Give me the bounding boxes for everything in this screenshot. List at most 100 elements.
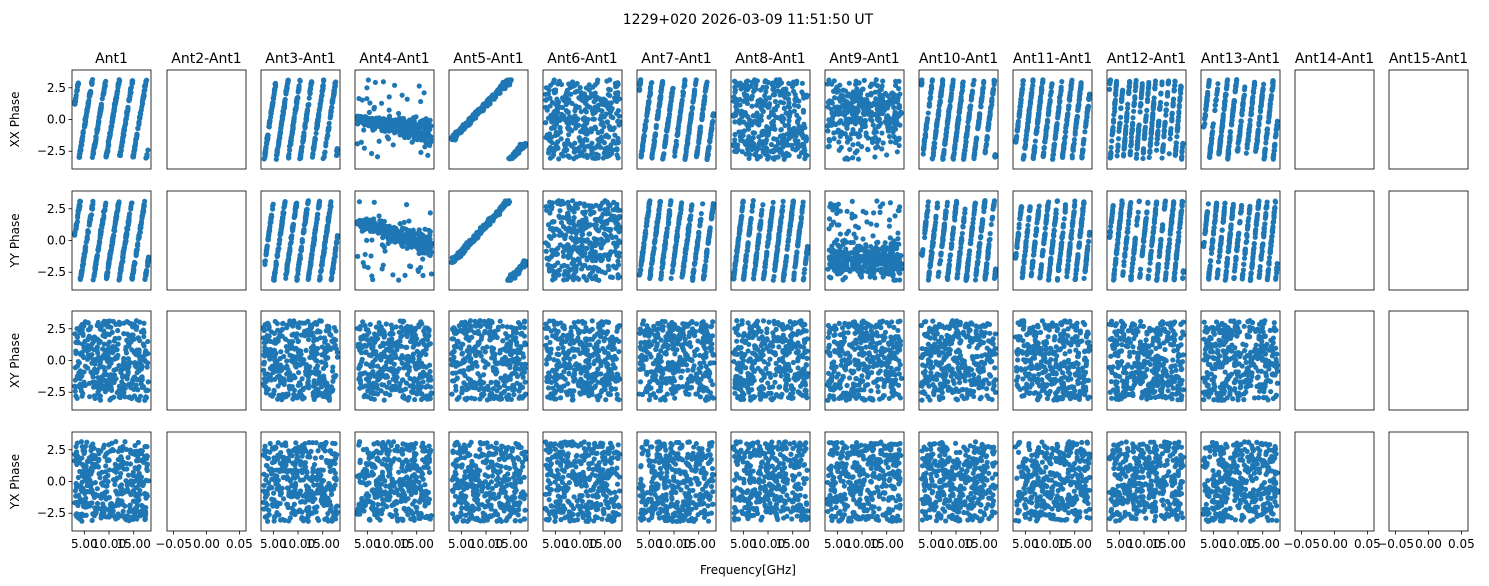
data-point xyxy=(378,100,385,106)
data-point xyxy=(1173,147,1179,154)
data-point xyxy=(1132,88,1138,94)
column-title: Ant13-Ant1 xyxy=(1201,51,1280,67)
data-point xyxy=(983,141,990,148)
data-point xyxy=(551,77,557,83)
data-point xyxy=(826,143,832,149)
data-point xyxy=(94,252,100,259)
data-point xyxy=(1135,140,1141,146)
data-point xyxy=(1179,156,1185,162)
data-point xyxy=(1019,91,1025,97)
data-point xyxy=(757,138,763,145)
data-point xyxy=(924,115,931,122)
data-point xyxy=(92,142,98,148)
data-point xyxy=(547,155,554,161)
data-point xyxy=(302,124,308,130)
data-point xyxy=(409,131,416,137)
data-point xyxy=(696,138,702,144)
data-point xyxy=(614,152,620,158)
data-point xyxy=(925,110,931,116)
data-point xyxy=(613,146,619,152)
data-point xyxy=(307,90,313,96)
data-point xyxy=(1078,86,1084,92)
data-point xyxy=(765,153,772,160)
data-point xyxy=(83,244,89,250)
data-point xyxy=(118,147,124,153)
data-point xyxy=(1245,136,1251,142)
data-point xyxy=(960,156,967,162)
data-point xyxy=(786,152,792,158)
data-point xyxy=(605,106,612,112)
data-point xyxy=(471,114,477,121)
data-point xyxy=(1240,101,1246,107)
data-point xyxy=(285,78,291,84)
data-point xyxy=(554,101,560,107)
data-point xyxy=(557,124,563,131)
data-point xyxy=(773,145,779,151)
data-point xyxy=(1109,138,1115,144)
data-point xyxy=(588,126,594,132)
data-point xyxy=(128,85,134,91)
data-point xyxy=(1180,141,1186,147)
data-point xyxy=(976,111,983,117)
data-point xyxy=(582,98,588,104)
data-point xyxy=(1119,96,1125,102)
data-point xyxy=(296,86,302,93)
data-point xyxy=(888,125,894,131)
data-point xyxy=(793,80,800,87)
data-point xyxy=(1148,130,1154,137)
data-point xyxy=(143,78,149,85)
data-point xyxy=(1178,85,1184,92)
data-point xyxy=(1159,79,1165,85)
data-point xyxy=(978,104,984,110)
column-title: Ant7-Ant1 xyxy=(641,51,711,67)
data-point xyxy=(1131,108,1137,114)
data-point xyxy=(1130,115,1136,121)
data-point xyxy=(1154,130,1161,137)
data-point xyxy=(892,126,899,132)
data-point xyxy=(762,79,768,85)
data-point xyxy=(980,80,987,86)
data-point xyxy=(276,140,282,146)
data-point xyxy=(607,87,613,93)
data-point xyxy=(1262,147,1268,154)
data-point xyxy=(1064,117,1070,123)
data-point xyxy=(953,137,959,143)
data-point xyxy=(102,84,108,90)
data-point xyxy=(791,102,798,108)
data-point xyxy=(1224,79,1230,85)
data-point xyxy=(587,104,593,110)
data-point xyxy=(315,118,321,124)
data-point xyxy=(655,108,661,114)
data-point xyxy=(90,198,96,204)
data-point xyxy=(738,137,744,143)
data-point xyxy=(116,77,122,83)
data-point xyxy=(825,99,832,105)
data-point xyxy=(780,86,787,92)
data-point xyxy=(988,106,994,112)
data-point xyxy=(1151,95,1157,101)
panel xyxy=(260,69,341,170)
data-point xyxy=(1071,137,1078,143)
data-point xyxy=(120,130,127,136)
data-point xyxy=(86,222,92,228)
data-point xyxy=(1272,134,1278,140)
data-point xyxy=(784,137,790,143)
data-point xyxy=(104,152,110,158)
data-point xyxy=(980,85,986,91)
data-point xyxy=(826,138,833,144)
data-point xyxy=(582,107,588,113)
data-point xyxy=(391,82,398,88)
data-point xyxy=(731,98,737,104)
data-point xyxy=(752,130,758,136)
data-point xyxy=(1127,152,1133,158)
data-point xyxy=(970,82,976,88)
data-point xyxy=(772,107,779,113)
data-point xyxy=(595,155,601,161)
data-point xyxy=(264,138,270,144)
data-point xyxy=(964,131,970,137)
data-point xyxy=(677,116,683,122)
data-point xyxy=(703,84,709,91)
data-point xyxy=(565,125,571,131)
data-point xyxy=(298,147,304,153)
data-point xyxy=(825,128,831,134)
